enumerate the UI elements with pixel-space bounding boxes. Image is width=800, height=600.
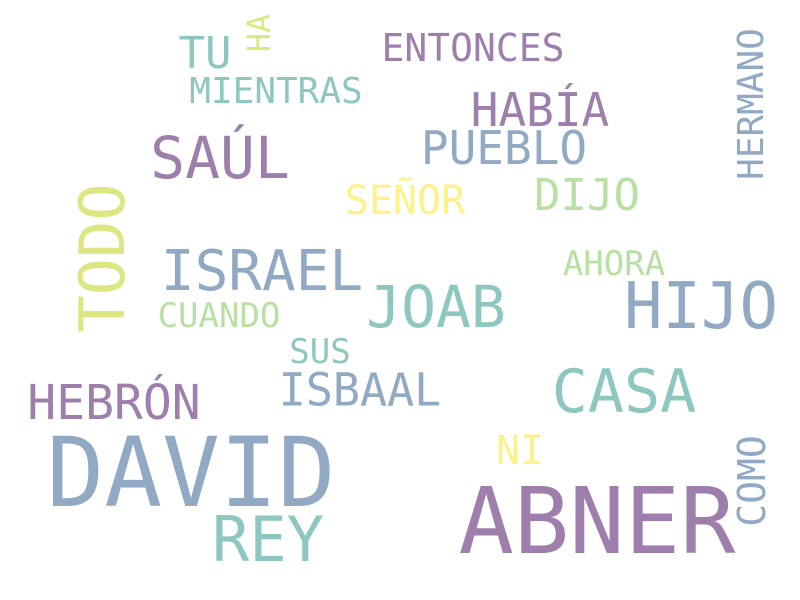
word-casa: CASA <box>551 357 697 427</box>
word-israel: ISRAEL <box>160 239 364 304</box>
word-tu: TU <box>178 28 232 79</box>
word-todo: TODO <box>66 183 139 333</box>
word-hebron: HEBRÓN <box>27 375 201 431</box>
word-rey: REY <box>212 503 324 576</box>
word-isbaal: ISBAAL <box>278 363 442 417</box>
word-ahora: AHORA <box>562 244 666 284</box>
word-dijo: DIJO <box>534 170 640 221</box>
word-sus: SUS <box>289 332 351 372</box>
word-abner: ABNER <box>458 468 736 575</box>
word-david: DAVID <box>46 417 336 529</box>
word-hijo: HIJO <box>623 270 779 344</box>
word-como: COMO <box>730 435 774 527</box>
word-mientras: MIENTRAS <box>189 71 363 112</box>
word-joab: JOAB <box>366 273 506 341</box>
word-ha: HA <box>240 13 278 53</box>
word-saul: SAÚL <box>150 124 290 192</box>
word-ni: NI <box>495 428 545 474</box>
word-habia: HABÍA <box>470 83 610 137</box>
word-cuando: CUANDO <box>157 296 281 336</box>
word-senor: SEÑOR <box>344 178 466 224</box>
word-entonces: ENTONCES <box>381 26 565 70</box>
word-pueblo: PUEBLO <box>420 121 588 175</box>
word-hermano: HERMANO <box>731 28 772 180</box>
